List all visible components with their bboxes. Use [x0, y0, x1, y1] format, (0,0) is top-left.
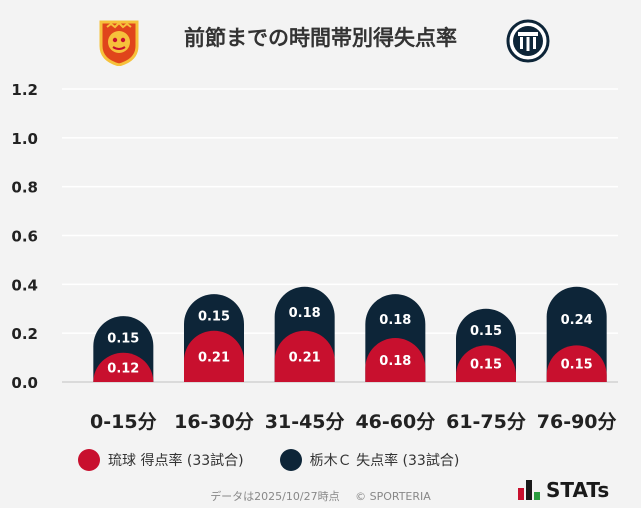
home-value-label: 0.15 — [470, 358, 502, 373]
home-bar — [93, 352, 154, 382]
away-value-label: 0.18 — [289, 306, 321, 321]
home-value-label: 0.15 — [561, 358, 593, 373]
brand-name: STATs — [546, 478, 610, 502]
y-tick-label: 1.2 — [11, 81, 38, 99]
away-value-label: 0.15 — [470, 324, 502, 339]
y-tick-label: 0.6 — [11, 228, 38, 246]
home-value-label: 0.21 — [198, 350, 230, 365]
legend-away-label: 栃木Ｃ 失点率 (33試合) — [309, 453, 460, 469]
y-tick-label: 0.2 — [11, 325, 38, 343]
home-bar — [546, 345, 607, 382]
ryukyu-crest-icon — [97, 18, 141, 70]
home-value-label: 0.18 — [379, 354, 411, 369]
footer-date: データは2025/10/27時点 — [210, 490, 340, 503]
tochigi-crest-icon — [506, 18, 550, 68]
stats-logo-icon — [518, 480, 540, 500]
x-category-label: 31-45分 — [265, 411, 345, 433]
legend-item-home: 琉球 得点率 (33試合) — [78, 449, 244, 471]
away-value-label: 0.15 — [107, 331, 139, 346]
legend-away-swatch — [279, 449, 302, 471]
x-category-label: 16-30分 — [174, 411, 254, 433]
stats-brand: STATs — [518, 478, 609, 502]
legend-home-label: 琉球 得点率 (33試合) — [108, 453, 244, 469]
x-category-label: 61-75分 — [446, 411, 526, 433]
y-tick-label: 0.4 — [11, 276, 38, 294]
y-tick-label: 1.0 — [11, 130, 38, 148]
home-bar — [365, 338, 426, 382]
away-value-label: 0.15 — [198, 309, 230, 324]
away-value-label: 0.24 — [561, 313, 593, 328]
x-category-label: 76-90分 — [537, 411, 617, 433]
x-category-label: 0-15分 — [90, 411, 157, 433]
x-category-label: 46-60分 — [355, 411, 435, 433]
home-value-label: 0.12 — [107, 361, 139, 376]
chart-title: 前節までの時間帯別得失点率 — [184, 26, 457, 50]
home-bar — [456, 345, 516, 382]
y-tick-label: 0.8 — [11, 179, 38, 197]
legend: 琉球 得点率 (33試合) 栃木Ｃ 失点率 (33試合) — [78, 449, 495, 471]
home-bar — [274, 330, 335, 382]
home-bar — [184, 330, 244, 382]
away-value-label: 0.18 — [379, 313, 411, 328]
footer: データは2025/10/27時点 © SPORTERIA — [0, 488, 641, 504]
legend-home-swatch — [78, 449, 100, 471]
home-value-label: 0.21 — [289, 350, 321, 365]
footer-copyright: © SPORTERIA — [355, 490, 431, 503]
y-tick-label: 0.0 — [11, 374, 38, 392]
legend-item-away: 栃木Ｃ 失点率 (33試合) — [279, 449, 460, 471]
